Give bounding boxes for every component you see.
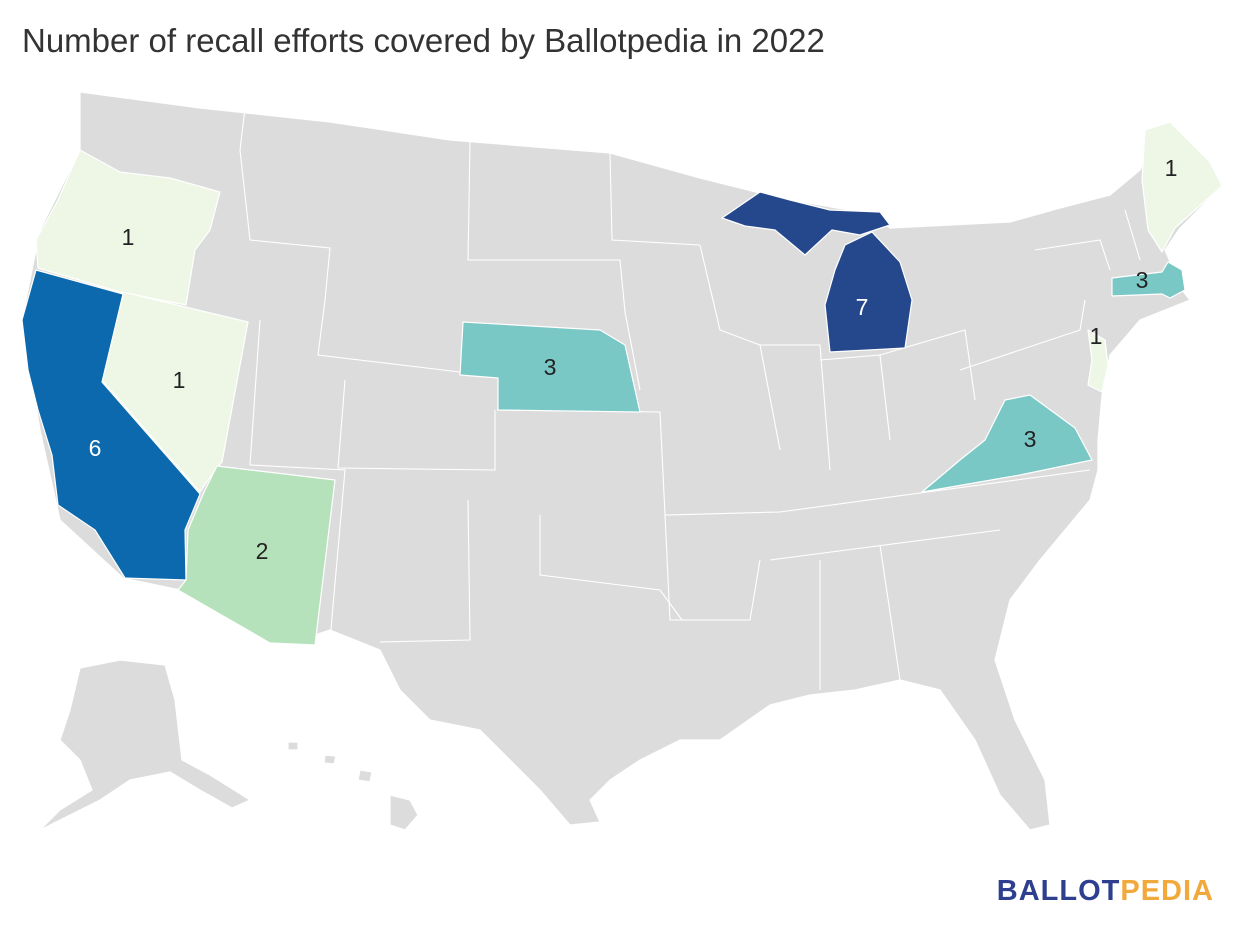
hawaii-oahu [323, 754, 337, 765]
logo-pedia: PEDIA [1120, 875, 1214, 907]
label-arizona: 2 [256, 538, 269, 564]
border-line [249, 319, 346, 641]
state-maine[interactable] [1141, 121, 1223, 253]
state-nebraska[interactable] [459, 321, 641, 413]
border-line [769, 529, 1001, 561]
label-virginia: 3 [1024, 426, 1037, 452]
chart-title: Number of recall efforts covered by Ball… [22, 22, 825, 59]
state-arizona[interactable] [177, 465, 336, 646]
border-line [239, 107, 461, 373]
state-california[interactable] [21, 269, 201, 581]
label-maine: 1 [1165, 155, 1178, 181]
label-oregon: 1 [122, 224, 135, 250]
label-massachusetts: 3 [1136, 267, 1149, 293]
label-nevada: 1 [173, 367, 186, 393]
border-line [879, 329, 976, 401]
hawaii-big-island [389, 794, 419, 831]
border-line [779, 469, 1091, 513]
logo-ballot: BALLOT [996, 875, 1121, 907]
border-line [699, 244, 781, 451]
label-nebraska: 3 [544, 354, 557, 380]
base-states [21, 91, 1223, 831]
state-massachusetts[interactable] [1111, 261, 1186, 299]
label-new-jersey: 1 [1090, 323, 1103, 349]
border-line [539, 515, 683, 621]
border-line [760, 344, 831, 471]
value-labels: 1 1 6 2 3 7 3 3 1 1 [89, 155, 1178, 564]
border-line [609, 151, 701, 246]
border-line [959, 299, 1086, 371]
border-line [1034, 239, 1111, 271]
state-borders [239, 107, 1141, 690]
label-michigan: 7 [856, 294, 869, 320]
state-new-jersey[interactable] [1087, 329, 1109, 393]
contiguous-us-base [21, 91, 1223, 831]
state-virginia[interactable] [921, 394, 1093, 493]
border-line [664, 514, 761, 621]
state-michigan-lower[interactable] [824, 231, 913, 353]
ballotpedia-logo: BALLOTPEDIA [997, 875, 1214, 908]
hawaii-maui [357, 769, 373, 783]
colored-states [21, 121, 1223, 646]
hawaii-kauai [287, 741, 299, 751]
border-line [379, 499, 471, 643]
border-line [879, 544, 901, 681]
border-line [467, 141, 641, 391]
state-oregon[interactable] [35, 149, 221, 306]
border-line [1124, 209, 1141, 261]
state-michigan-upper[interactable] [721, 191, 891, 256]
label-california: 6 [89, 435, 102, 461]
border-line [337, 379, 496, 471]
alaska-base [39, 659, 251, 831]
